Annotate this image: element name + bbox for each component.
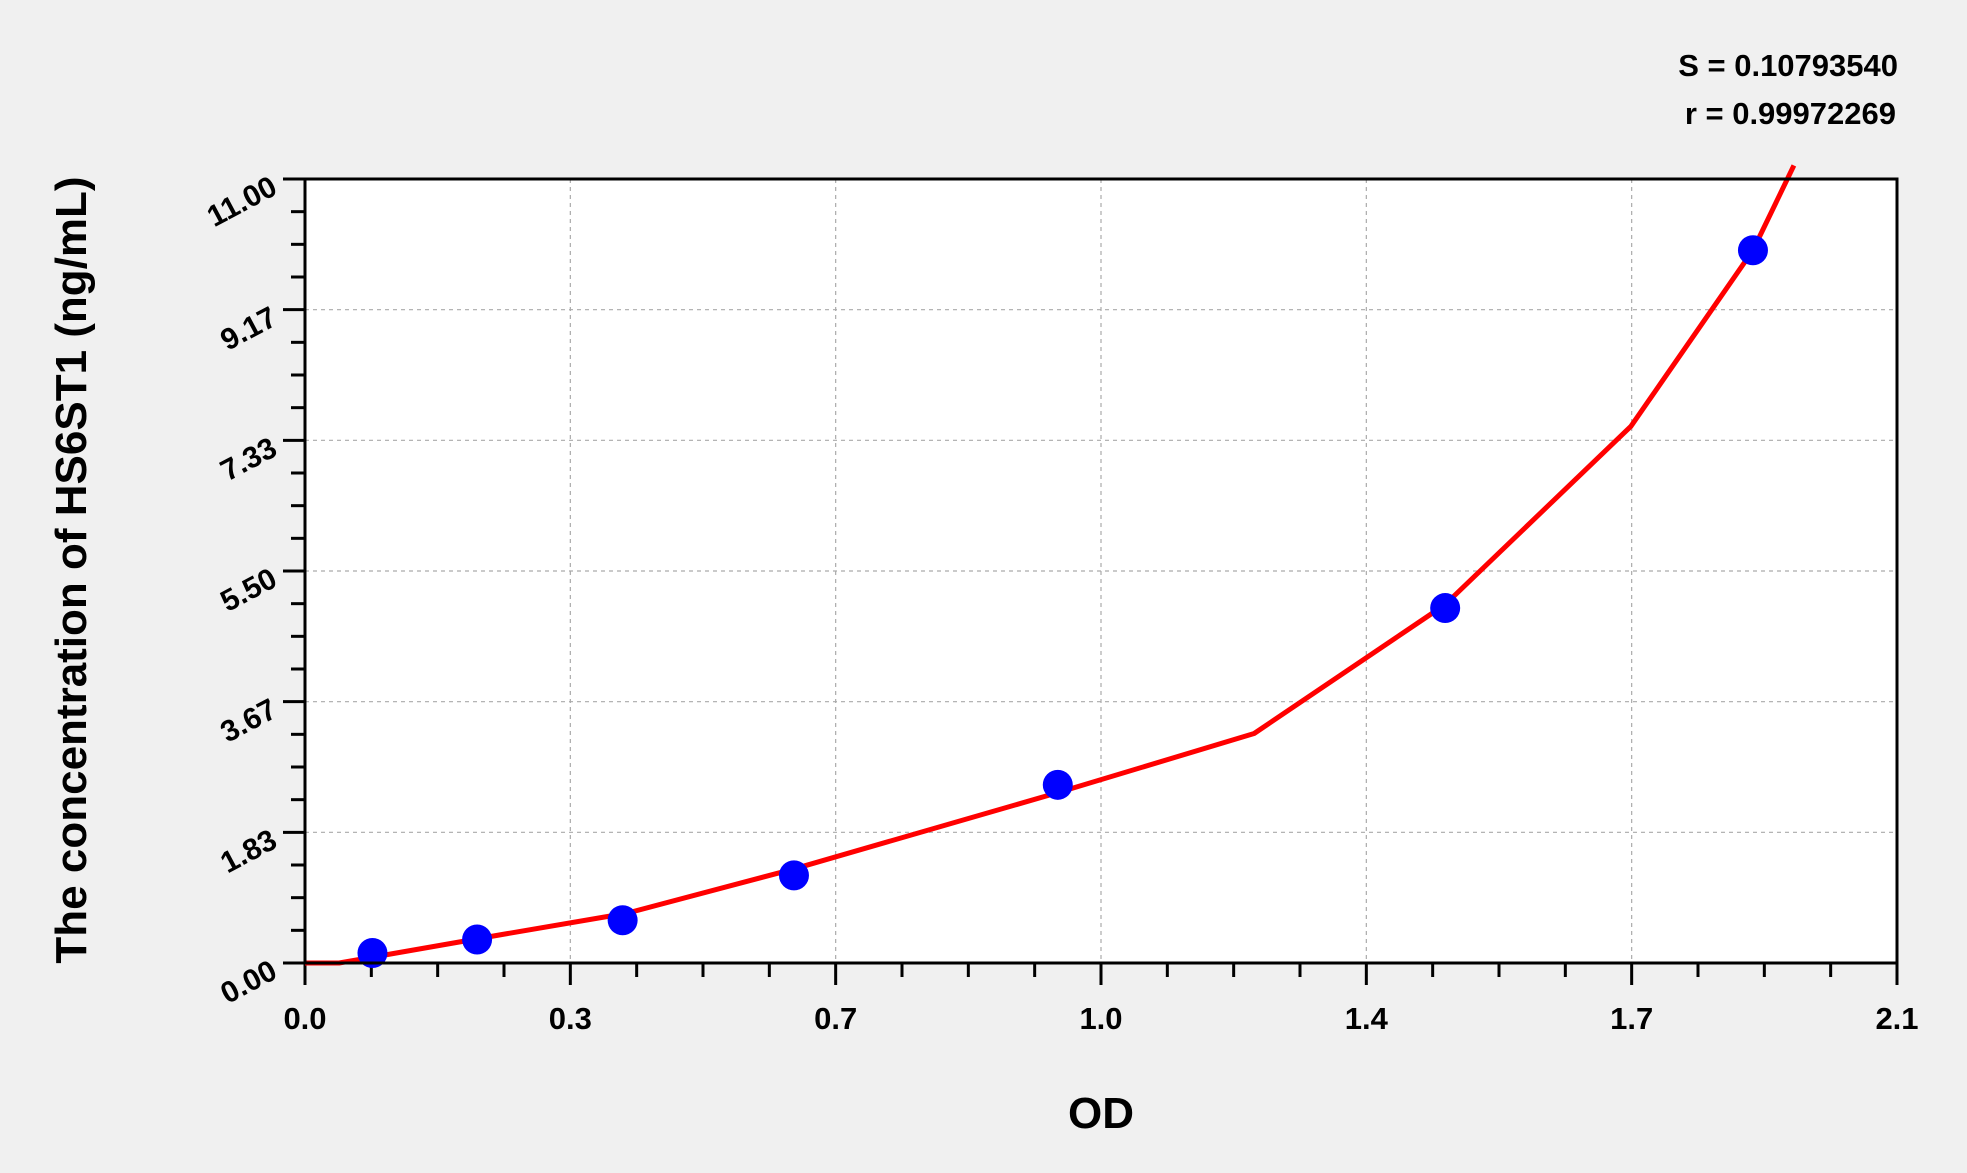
y-tick-label: 7.33: [215, 431, 282, 488]
data-point: [1042, 769, 1073, 800]
annotation-s: S = 0.10793540: [1678, 48, 1898, 83]
ticks: [283, 177, 1899, 985]
y-tick-label: 9.17: [215, 301, 282, 358]
y-tick-label: 0.00: [215, 954, 282, 1011]
x-tick-label: 0.7: [814, 1001, 857, 1036]
data-point: [1737, 235, 1768, 266]
y-tick-label: 1.83: [215, 823, 282, 880]
x-tick-label: 1.4: [1345, 1001, 1389, 1036]
data-point: [607, 905, 638, 936]
y-tick-label: 5.50: [215, 562, 282, 619]
y-tick-label: 3.67: [215, 693, 282, 750]
data-point: [357, 938, 388, 969]
y-tick-label: 11.00: [202, 170, 282, 234]
x-tick-label: 0.0: [283, 1001, 326, 1036]
x-tick-label: 0.3: [549, 1001, 592, 1036]
plot-frame: [303, 177, 1899, 965]
data-point: [462, 924, 493, 955]
x-tick-label: 1.7: [1610, 1001, 1653, 1036]
points-group: [357, 235, 1768, 969]
annotation-r: r = 0.99972269: [1685, 96, 1896, 131]
data-point: [1430, 593, 1461, 624]
x-axis-label: OD: [1068, 1089, 1134, 1138]
grid: [305, 179, 1897, 963]
y-axis-label: The concentration of HS6ST1 (ng/mL): [47, 176, 96, 963]
x-tick-label: 2.1: [1875, 1001, 1918, 1036]
data-point: [778, 860, 809, 891]
x-tick-label: 1.0: [1079, 1001, 1122, 1036]
